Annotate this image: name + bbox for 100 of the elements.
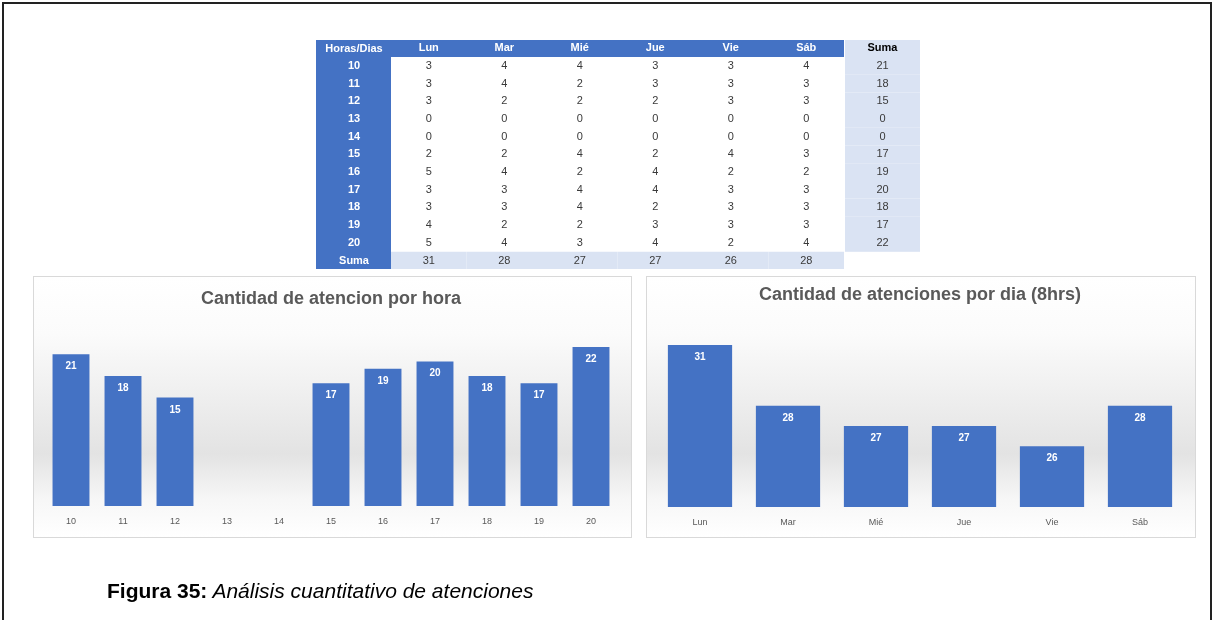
data-label: 4: [576, 200, 583, 213]
data-label: 4: [652, 182, 659, 195]
data-label: 2: [576, 218, 583, 231]
x-tick-label: Mar: [780, 516, 796, 527]
x-tick-label: Jue: [645, 41, 665, 54]
x-tick-label: Mié: [868, 516, 884, 527]
y-tick-label: 13: [347, 111, 361, 124]
data-label: 4: [576, 58, 583, 71]
data-label: 3: [727, 94, 734, 107]
data-label: 20: [876, 182, 889, 195]
data-label: 3: [501, 200, 508, 213]
data-label: 2: [727, 165, 734, 178]
data-label: 18: [876, 76, 889, 89]
data-label: 4: [652, 235, 659, 248]
data-label: 4: [425, 218, 432, 231]
x-tick-label: 12: [169, 515, 181, 526]
x-tick-label: Suma: [867, 41, 899, 54]
data-label: 4: [576, 147, 583, 160]
data-label: 0: [879, 129, 886, 142]
x-tick-label: 11: [118, 515, 128, 526]
x-tick-label: Vie: [722, 41, 739, 54]
data-label: 0: [727, 129, 734, 142]
data-label: 27: [573, 253, 586, 266]
data-label: 18: [117, 381, 129, 393]
y-tick-label: 10: [347, 58, 361, 71]
data-label: 27: [958, 432, 970, 443]
data-label: 22: [585, 353, 597, 364]
data-label: 3: [727, 218, 734, 231]
y-tick-label: 11: [348, 76, 360, 89]
x-tick-label: 14: [273, 515, 285, 526]
y-tick-label: 16: [347, 165, 361, 178]
data-label: 17: [876, 147, 889, 160]
data-label: 3: [727, 200, 734, 213]
data-label: 3: [425, 94, 432, 107]
bar: [156, 397, 194, 506]
chart-title: Cantidad de atencion por hora: [200, 288, 462, 308]
data-label: 27: [649, 253, 662, 266]
data-label: 0: [576, 129, 583, 142]
bar: [364, 368, 402, 506]
data-label: 26: [724, 253, 737, 266]
x-tick-label: 16: [377, 515, 389, 526]
data-label: 3: [652, 218, 659, 231]
data-label: 0: [576, 111, 583, 124]
data-label: 0: [425, 111, 432, 124]
y-axis-title: Horas/Dias: [325, 42, 383, 54]
y-tick-label: 14: [347, 129, 362, 142]
data-label: 26: [1046, 452, 1058, 464]
data-label: 3: [576, 235, 583, 248]
data-label: 0: [803, 129, 810, 142]
data-label: 5: [425, 235, 432, 248]
data-label: 28: [1134, 411, 1146, 423]
data-label: 17: [876, 218, 889, 231]
data-label: 0: [501, 129, 508, 142]
data-label: 3: [803, 182, 810, 195]
data-label: 31: [694, 351, 706, 362]
data-label: 4: [501, 76, 508, 89]
data-label: 28: [498, 253, 511, 266]
data-label: 3: [425, 76, 432, 89]
x-tick-label: 19: [533, 515, 545, 526]
data-label: 27: [870, 432, 882, 443]
x-tick-label: Sáb: [1131, 516, 1149, 527]
x-tick-label: Jue: [956, 516, 972, 527]
data-label: 4: [501, 235, 508, 248]
data-label: 2: [727, 235, 734, 248]
data-label: 17: [325, 389, 337, 401]
x-tick-label: 10: [65, 515, 77, 526]
y-tick-label: 17: [347, 182, 361, 195]
text: Análisis cuantitativo de atenciones: [210, 579, 534, 602]
bar: [104, 375, 142, 506]
data-label: 3: [803, 218, 810, 231]
data-label: 3: [652, 58, 659, 71]
data-label: 4: [501, 58, 508, 71]
x-tick-label: Lun: [692, 516, 708, 527]
data-label: 3: [501, 182, 508, 195]
data-label: 2: [501, 147, 508, 160]
data-label: 28: [782, 411, 794, 423]
x-tick-label: Mar: [494, 41, 515, 54]
data-label: 0: [879, 111, 886, 124]
x-tick-label: Vie: [1045, 516, 1059, 527]
data-label: 5: [425, 165, 432, 178]
data-label: 3: [727, 182, 734, 195]
x-tick-label: 15: [325, 515, 337, 526]
data-label: 0: [727, 111, 734, 124]
y-tick-label: 15: [347, 147, 361, 160]
bar: [312, 383, 350, 506]
y-tick-label: 20: [347, 235, 361, 248]
x-tick-label: 20: [585, 515, 597, 526]
data-label: 2: [576, 94, 583, 107]
data-label: 3: [652, 76, 659, 89]
data-label: 2: [425, 147, 432, 160]
data-label: 4: [501, 165, 508, 178]
data-label: 2: [652, 200, 659, 213]
data-label: 4: [576, 182, 583, 195]
data-label: 2: [501, 218, 508, 231]
data-label: 21: [876, 58, 889, 71]
x-tick-label: 13: [221, 515, 233, 526]
data-label: 3: [425, 58, 432, 71]
data-label: 21: [65, 360, 77, 372]
data-label: 3: [727, 76, 734, 89]
y-tick-label: 18: [347, 200, 361, 213]
